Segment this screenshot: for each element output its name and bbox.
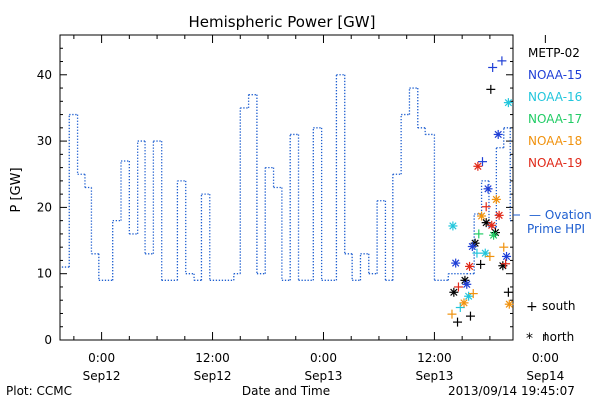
x-tick-time-label: 12:00 bbox=[195, 351, 230, 365]
south-point-noaa-15 bbox=[477, 157, 487, 167]
y-tick-label: 10 bbox=[37, 267, 52, 281]
south-point-noaa-18 bbox=[499, 242, 509, 252]
legend-item-noaa-16: NOAA-16 bbox=[528, 90, 582, 104]
x-tick-time-label: 0:00 bbox=[310, 351, 337, 365]
north-point-noaa-15 bbox=[462, 279, 472, 289]
south-point-noaa-16 bbox=[472, 248, 482, 258]
chart-title: Hemispheric Power [GW] bbox=[189, 13, 376, 31]
footer-source: Plot: CCMC bbox=[6, 384, 72, 398]
south-point-metp-02 bbox=[486, 84, 496, 94]
north-point-noaa-16 bbox=[503, 98, 513, 108]
legend-item-metp-02: METP-02 bbox=[528, 46, 580, 60]
north-point-noaa-16 bbox=[448, 221, 458, 231]
north-point-noaa-18 bbox=[491, 194, 501, 204]
y-tick-label: 40 bbox=[37, 68, 52, 82]
y-axis: 0 10 20 30 40 bbox=[37, 47, 513, 347]
legend-item-noaa-19: NOAA-19 bbox=[528, 156, 582, 170]
north-point-metp-02 bbox=[449, 287, 459, 297]
south-point-noaa-19 bbox=[481, 202, 491, 212]
south-point-metp-02 bbox=[465, 311, 475, 321]
south-point-noaa-19 bbox=[501, 259, 511, 269]
legend-ovation-label-2: Prime HPI bbox=[527, 222, 585, 236]
x-tick-date-label: Sep12 bbox=[83, 369, 121, 383]
x-tick-time-label: 0:00 bbox=[532, 351, 559, 365]
y-tick-label: 20 bbox=[37, 200, 52, 214]
x-tick-date-label: Sep13 bbox=[305, 369, 343, 383]
north-point-noaa-18 bbox=[504, 299, 514, 309]
south-point-metp-02 bbox=[453, 317, 463, 327]
x-axis-label: Date and Time bbox=[242, 384, 330, 398]
south-point-noaa-19 bbox=[453, 282, 463, 292]
y-tick-label: 0 bbox=[44, 333, 52, 347]
north-point-noaa-15 bbox=[451, 258, 461, 268]
y-tick-label: 30 bbox=[37, 134, 52, 148]
south-point-noaa-16 bbox=[455, 303, 465, 313]
x-tick-date-label: Sep13 bbox=[415, 369, 453, 383]
satellite-points bbox=[447, 56, 514, 327]
legend-north-symbol: * bbox=[526, 331, 533, 347]
south-point-metp-02 bbox=[503, 287, 513, 297]
north-point-noaa-18 bbox=[477, 211, 487, 221]
plot-frame bbox=[59, 34, 514, 341]
south-point-metp-02 bbox=[476, 259, 486, 269]
legend-item-noaa-17: NOAA-17 bbox=[528, 112, 582, 126]
x-tick-time-label: 0:00 bbox=[88, 351, 115, 365]
x-tick-date-label: Sep12 bbox=[194, 369, 232, 383]
north-point-noaa-15 bbox=[483, 184, 493, 194]
north-point-noaa-19 bbox=[494, 210, 504, 220]
north-point-noaa-15 bbox=[502, 251, 512, 261]
x-axis: 0:00 Sep12 12:00 Sep12 0:00 Sep13 12:00 Sep13 0:… bbox=[73, 35, 564, 383]
legend-south-symbol: + bbox=[526, 299, 538, 315]
legend-satellites: METP-02 NOAA-15 NOAA-16 NOAA-17 NOAA-18 NOAA-… bbox=[528, 46, 582, 170]
legend-south-label: south bbox=[542, 299, 576, 313]
north-point-noaa-16 bbox=[480, 248, 490, 258]
x-tick-date-label: Sep14 bbox=[526, 369, 564, 383]
y-axis-label: P [GW] bbox=[9, 167, 24, 212]
legend: METP-02 NOAA-15 NOAA-16 NOAA-17 NOAA-18 NOAA-… bbox=[513, 46, 592, 347]
legend-north-label: north bbox=[542, 330, 574, 344]
north-point-noaa-19 bbox=[487, 220, 497, 230]
south-point-noaa-17 bbox=[474, 229, 484, 239]
legend-item-noaa-18: NOAA-18 bbox=[528, 134, 582, 148]
north-point-noaa-15 bbox=[467, 242, 477, 252]
north-point-noaa-18 bbox=[459, 298, 469, 308]
north-point-noaa-19 bbox=[473, 161, 483, 171]
x-tick-time-label: 12:00 bbox=[417, 351, 452, 365]
legend-ovation-label: — Ovation bbox=[529, 208, 592, 222]
footer-timestamp: 2013/09/14 19:45:07 bbox=[448, 384, 575, 398]
south-point-noaa-18 bbox=[447, 309, 457, 319]
north-point-noaa-15 bbox=[493, 129, 503, 139]
south-point-noaa-18 bbox=[485, 251, 495, 261]
north-point-noaa-19 bbox=[465, 261, 475, 271]
south-point-noaa-18 bbox=[468, 289, 478, 299]
ovation-series bbox=[61, 74, 512, 281]
south-point-noaa-15 bbox=[488, 62, 498, 72]
south-point-noaa-15 bbox=[497, 56, 507, 66]
north-point-noaa-17 bbox=[489, 230, 499, 240]
north-point-metp-02 bbox=[460, 275, 470, 285]
legend-item-noaa-15: NOAA-15 bbox=[528, 68, 582, 82]
